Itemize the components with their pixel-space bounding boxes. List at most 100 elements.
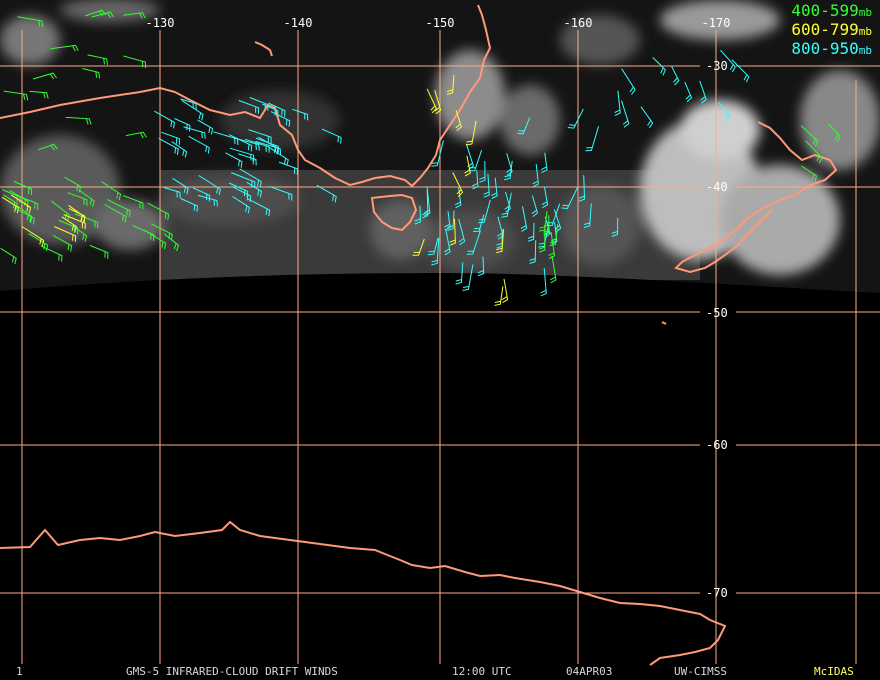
coastlines	[0, 4, 838, 666]
wind-barb	[64, 176, 82, 193]
wind-barb	[801, 165, 817, 182]
wind-barb	[270, 111, 291, 127]
wind-barb	[621, 68, 636, 95]
wind-barb	[104, 204, 127, 223]
wind-barb	[106, 199, 131, 217]
wind-barb	[465, 120, 477, 146]
wind-barb	[495, 229, 504, 254]
wind-barb	[63, 214, 86, 230]
wind-barb	[567, 108, 584, 129]
wind-barb	[539, 224, 546, 253]
wind-barbs	[0, 9, 841, 306]
wind-barb	[541, 186, 549, 209]
wind-barb	[549, 224, 559, 247]
wind-barb	[412, 238, 425, 256]
wind-barb	[434, 90, 442, 115]
wind-barb	[123, 12, 146, 19]
wind-barb	[447, 210, 455, 231]
wind-barb	[423, 187, 431, 217]
tasmania-coastline	[370, 193, 418, 232]
wind-barb	[17, 16, 44, 27]
antarctica-coastline	[0, 520, 727, 666]
wind-barb	[101, 181, 122, 201]
wind-barb	[40, 245, 63, 262]
wind-barb	[517, 117, 531, 135]
new-zealand-coastline	[674, 121, 838, 274]
wind-barb	[75, 213, 99, 229]
wind-barb	[239, 168, 262, 188]
wind-barb	[621, 100, 630, 128]
lon-label-160: -160	[564, 16, 593, 30]
wind-barb	[471, 170, 479, 190]
lon-label-140: -140	[284, 16, 313, 30]
wind-barb	[68, 204, 86, 224]
wind-barb	[671, 66, 680, 86]
wind-barb	[431, 237, 440, 266]
wind-barb	[17, 205, 32, 222]
wind-barb	[192, 187, 211, 202]
wind-barb	[29, 90, 49, 99]
wind-barb	[614, 90, 621, 117]
wind-barb	[477, 256, 485, 277]
wind-barb	[479, 161, 486, 183]
source-label: UW-CIMSS	[674, 665, 727, 678]
wind-barb	[455, 109, 462, 131]
wind-barb	[65, 116, 92, 125]
new-caledonia-coastline	[254, 41, 273, 57]
wind-barb	[21, 226, 45, 247]
wind-barb	[464, 155, 471, 177]
wind-barb	[268, 185, 293, 201]
wind-barb	[61, 216, 77, 233]
wind-barb	[520, 206, 528, 232]
wind-barb	[87, 54, 108, 65]
wind-barb	[171, 141, 188, 158]
latitude-labels: -30 -40 -50 -60 -70	[706, 59, 728, 600]
wind-barb	[611, 217, 619, 237]
wind-barb	[466, 230, 481, 255]
graticule	[0, 30, 880, 664]
legend-item-600-799: 600-799mb	[791, 20, 872, 39]
mcidas-brand: McIDAS	[814, 665, 854, 678]
wind-barb	[422, 189, 429, 219]
wind-barb	[53, 226, 77, 242]
wind-barb	[32, 72, 58, 80]
wind-barb	[197, 194, 218, 207]
lat-label-40: -40	[706, 180, 728, 194]
wind-barb	[123, 55, 147, 69]
cloud-cover	[0, 0, 880, 275]
wind-barb	[532, 164, 539, 188]
wind-barb	[132, 224, 155, 241]
wind-barb	[278, 161, 298, 175]
wind-barb	[154, 110, 176, 129]
wind-barb	[541, 152, 548, 174]
wind-barb	[449, 218, 456, 246]
wind-barb	[67, 192, 88, 206]
wind-barb	[321, 128, 342, 144]
wind-barb	[506, 153, 513, 176]
wind-barb	[158, 137, 179, 156]
longitude-labels: -130 -140 -150 -160 -170	[146, 16, 731, 30]
wind-barb	[3, 90, 29, 101]
wind-barb	[426, 88, 438, 114]
wind-barb	[183, 126, 206, 139]
wind-barb	[180, 198, 198, 212]
lat-label-70: -70	[706, 586, 728, 600]
pressure-legend: 400-599mb 600-799mb 800-950mb	[791, 2, 872, 59]
wind-barb	[501, 278, 509, 304]
wind-barb	[684, 81, 693, 103]
wind-barb	[89, 244, 109, 259]
wind-barb	[529, 240, 537, 264]
wind-barb	[10, 194, 32, 214]
wind-barb	[163, 233, 180, 252]
product-title: GMS-5 INFRARED-CLOUD DRIFT WINDS	[126, 665, 338, 678]
wind-barb	[501, 192, 512, 218]
wind-barb	[455, 262, 464, 285]
wind-barb	[585, 126, 600, 152]
wind-barb	[446, 75, 455, 95]
wind-barb	[699, 80, 707, 104]
wind-barb	[527, 222, 535, 242]
wind-barb	[531, 195, 539, 217]
lon-label-150: -150	[426, 16, 455, 30]
frame-number: 1	[16, 665, 23, 678]
